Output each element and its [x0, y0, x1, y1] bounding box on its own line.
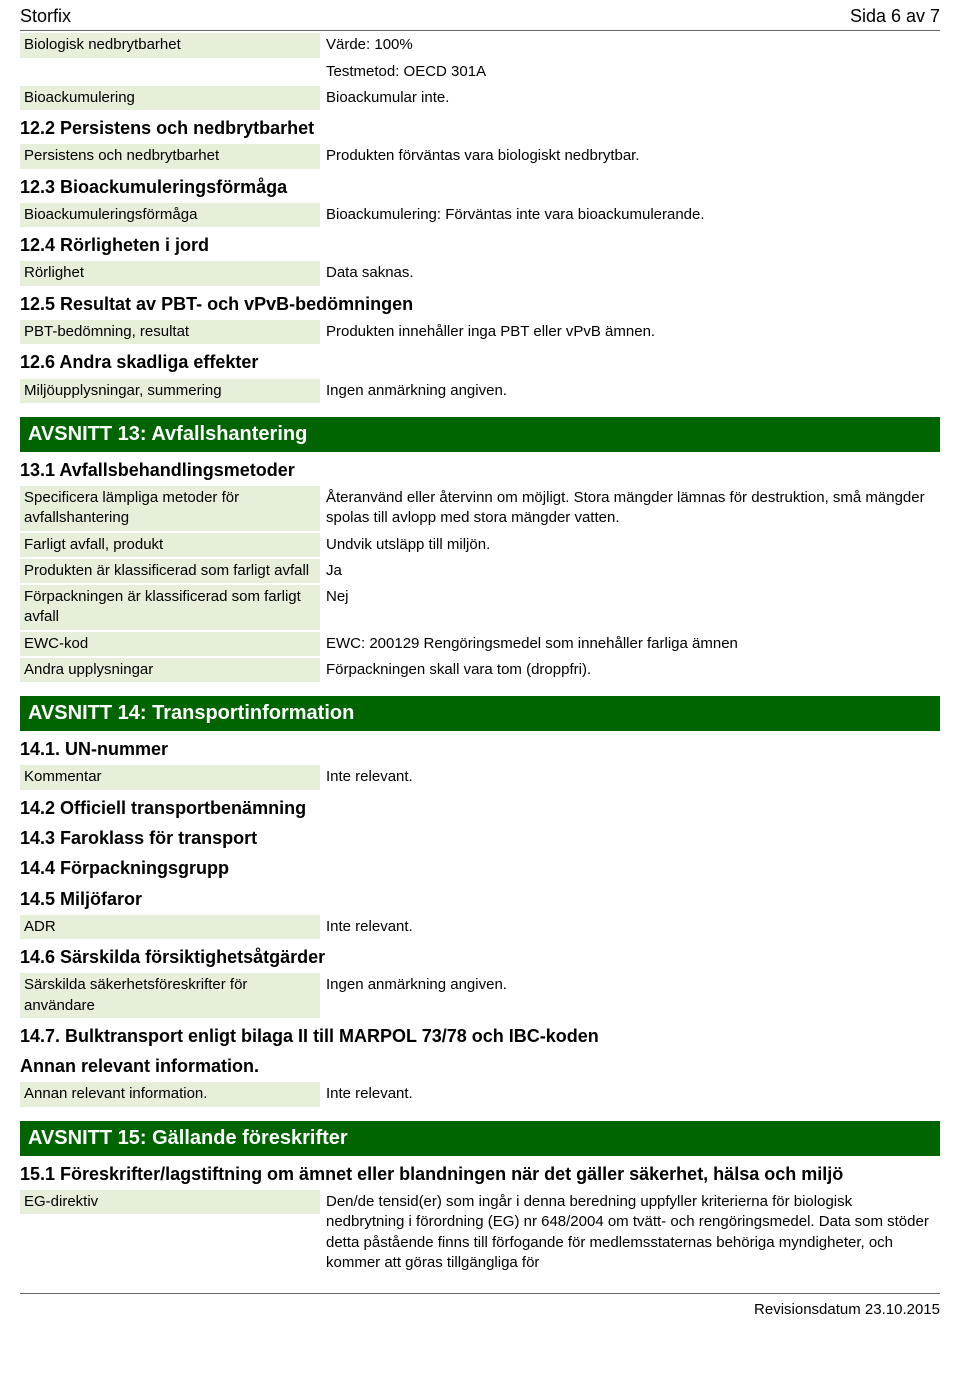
kv-row: ADR Inte relevant.	[20, 915, 940, 939]
page-header: Storfix Sida 6 av 7	[20, 0, 940, 31]
kv-label: Miljöupplysningar, summering	[20, 379, 320, 403]
kv-label	[20, 72, 320, 76]
kv-value: Ingen anmärkning angiven.	[320, 379, 940, 403]
kv-value: Produkten innehåller inga PBT eller vPvB…	[320, 320, 940, 344]
kv-label: Produkten är klassificerad som farligt a…	[20, 559, 320, 583]
subsection-heading: 14.6 Särskilda försiktighetsåtgärder	[20, 945, 940, 969]
kv-value: Värde: 100%	[320, 33, 940, 57]
kv-value: Testmetod: OECD 301A	[320, 60, 940, 84]
kv-row: Miljöupplysningar, summering Ingen anmär…	[20, 379, 940, 403]
subsection-heading: 14.1. UN-nummer	[20, 737, 940, 761]
kv-value: Återanvänd eller återvinn om möjligt. St…	[320, 486, 940, 531]
subsection-heading: 13.1 Avfallsbehandlingsmetoder	[20, 458, 940, 482]
kv-row: Bioackumuleringsförmåga Bioackumulering:…	[20, 203, 940, 227]
subsection-heading: 14.7. Bulktransport enligt bilaga II til…	[20, 1024, 940, 1048]
kv-value: Bioackumular inte.	[320, 86, 940, 110]
subsection-heading: 12.4 Rörligheten i jord	[20, 233, 940, 257]
kv-value: Inte relevant.	[320, 765, 940, 789]
page-number: Sida 6 av 7	[850, 4, 940, 28]
kv-label: EG-direktiv	[20, 1190, 320, 1214]
subsection-heading: 15.1 Föreskrifter/lagstiftning om ämnet …	[20, 1162, 940, 1186]
kv-label: Persistens och nedbrytbarhet	[20, 144, 320, 168]
kv-label: EWC-kod	[20, 632, 320, 656]
kv-label: Specificera lämpliga metoder för avfalls…	[20, 486, 320, 531]
revision-date: Revisionsdatum 23.10.2015	[754, 1301, 940, 1318]
kv-label: ADR	[20, 915, 320, 939]
kv-value: Inte relevant.	[320, 1082, 940, 1106]
kv-label: Farligt avfall, produkt	[20, 533, 320, 557]
kv-label: Bioackumuleringsförmåga	[20, 203, 320, 227]
section-bar-14: AVSNITT 14: Transportinformation	[20, 696, 940, 731]
kv-label: Biologisk nedbrytbarhet	[20, 33, 320, 57]
kv-label: Kommentar	[20, 765, 320, 789]
kv-row: Testmetod: OECD 301A	[20, 60, 940, 84]
kv-row: Andra upplysningar Förpackningen skall v…	[20, 658, 940, 682]
kv-row: EWC-kod EWC: 200129 Rengöringsmedel som …	[20, 632, 940, 656]
kv-label: Annan relevant information.	[20, 1082, 320, 1106]
subsection-heading: 12.3 Bioackumuleringsförmåga	[20, 175, 940, 199]
section-bar-13: AVSNITT 13: Avfallshantering	[20, 417, 940, 452]
kv-value: Bioackumulering: Förväntas inte vara bio…	[320, 203, 940, 227]
subsection-heading: 14.4 Förpackningsgrupp	[20, 856, 940, 880]
kv-row: Rörlighet Data saknas.	[20, 261, 940, 285]
doc-title: Storfix	[20, 4, 71, 28]
kv-value: Nej	[320, 585, 940, 609]
kv-row: Produkten är klassificerad som farligt a…	[20, 559, 940, 583]
kv-row: Farligt avfall, produkt Undvik utsläpp t…	[20, 533, 940, 557]
kv-row: Särskilda säkerhetsföreskrifter för anvä…	[20, 973, 940, 1018]
page-footer: Revisionsdatum 23.10.2015	[20, 1293, 940, 1320]
kv-row: Kommentar Inte relevant.	[20, 765, 940, 789]
kv-label: Särskilda säkerhetsföreskrifter för anvä…	[20, 973, 320, 1018]
kv-value: Förpackningen skall vara tom (droppfri).	[320, 658, 940, 682]
kv-row: EG-direktiv Den/de tensid(er) som ingår …	[20, 1190, 940, 1275]
kv-value: Inte relevant.	[320, 915, 940, 939]
section-bar-15: AVSNITT 15: Gällande föreskrifter	[20, 1121, 940, 1156]
kv-value: Den/de tensid(er) som ingår i denna bere…	[320, 1190, 940, 1275]
kv-label: Andra upplysningar	[20, 658, 320, 682]
kv-row: Persistens och nedbrytbarhet Produkten f…	[20, 144, 940, 168]
kv-label: Förpackningen är klassificerad som farli…	[20, 585, 320, 630]
kv-row: Bioackumulering Bioackumular inte.	[20, 86, 940, 110]
kv-value: Ingen anmärkning angiven.	[320, 973, 940, 997]
kv-value: EWC: 200129 Rengöringsmedel som innehåll…	[320, 632, 940, 656]
kv-value: Produkten förväntas vara biologiskt nedb…	[320, 144, 940, 168]
kv-row: Specificera lämpliga metoder för avfalls…	[20, 486, 940, 531]
subsection-heading: Annan relevant information.	[20, 1054, 940, 1078]
subsection-heading: 14.5 Miljöfaror	[20, 887, 940, 911]
kv-row: PBT-bedömning, resultat Produkten innehå…	[20, 320, 940, 344]
kv-label: PBT-bedömning, resultat	[20, 320, 320, 344]
kv-value: Undvik utsläpp till miljön.	[320, 533, 940, 557]
kv-label: Rörlighet	[20, 261, 320, 285]
subsection-heading: 12.2 Persistens och nedbrytbarhet	[20, 116, 940, 140]
subsection-heading: 14.2 Officiell transportbenämning	[20, 796, 940, 820]
subsection-heading: 14.3 Faroklass för transport	[20, 826, 940, 850]
kv-value: Data saknas.	[320, 261, 940, 285]
kv-value: Ja	[320, 559, 940, 583]
subsection-heading: 12.6 Andra skadliga effekter	[20, 350, 940, 374]
kv-label: Bioackumulering	[20, 86, 320, 110]
subsection-heading: 12.5 Resultat av PBT- och vPvB-bedömning…	[20, 292, 940, 316]
kv-row: Förpackningen är klassificerad som farli…	[20, 585, 940, 630]
kv-row: Annan relevant information. Inte relevan…	[20, 1082, 940, 1106]
kv-row: Biologisk nedbrytbarhet Värde: 100%	[20, 33, 940, 57]
